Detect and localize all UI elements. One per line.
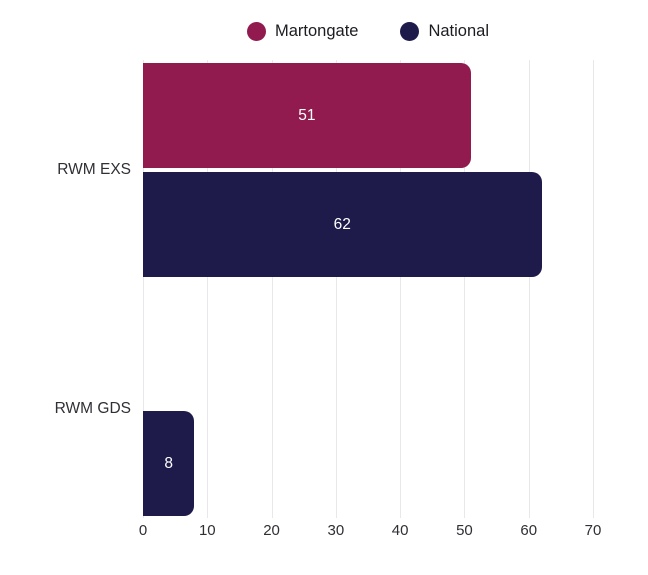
- x-tick-label-10: 10: [198, 522, 216, 539]
- x-tick-label-60: 60: [520, 522, 538, 539]
- gridline-x-30: [335, 60, 337, 518]
- x-tick-label-40: 40: [391, 522, 409, 539]
- bar-national-rwm-gds: 8: [143, 411, 195, 516]
- x-tick-label-50: 50: [456, 522, 473, 539]
- gridline-x-40: [400, 60, 402, 518]
- legend-swatch-martongate-icon: [246, 21, 266, 41]
- bar-value-label: 62: [333, 215, 351, 233]
- gridline-x-70: [593, 60, 594, 518]
- x-tick-label-20: 20: [263, 522, 280, 539]
- category-label-rwm-exs: RWM EXS: [57, 161, 131, 178]
- x-tick-label-70: 70: [584, 522, 602, 539]
- bar-value-label: 8: [164, 454, 174, 472]
- legend-item-martongate[interactable]: Martongate: [246, 21, 359, 41]
- gridline-x-60: [528, 60, 530, 518]
- gridline-x-50: [464, 60, 466, 518]
- x-tick-label-0: 0: [138, 522, 148, 539]
- category-label-rwm-gds: RWM GDS: [54, 400, 131, 417]
- x-tick-label-30: 30: [327, 522, 345, 539]
- bar-national-rwm-exs: 62: [143, 172, 542, 277]
- legend-label-martongate: Martongate: [274, 21, 359, 40]
- legend-swatch-national-icon: [400, 21, 420, 41]
- gridline-x-10: [207, 60, 209, 518]
- legend-label-national: National: [428, 21, 489, 40]
- gridline-x-20: [271, 60, 273, 518]
- gridline-x-0: [143, 60, 144, 518]
- legend-item-national[interactable]: National: [400, 21, 489, 41]
- bar-value-label: 51: [298, 106, 316, 124]
- chart-legend: Martongate National: [143, 16, 593, 46]
- bar-martongate-rwm-exs: 51: [143, 63, 471, 168]
